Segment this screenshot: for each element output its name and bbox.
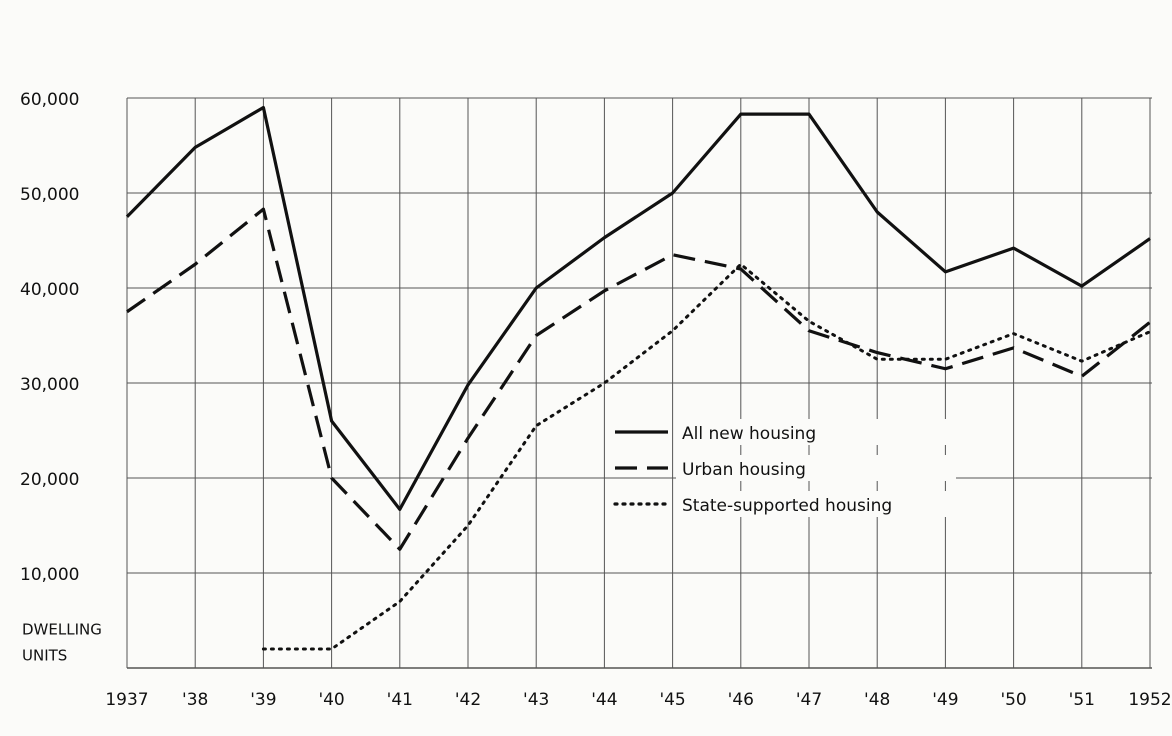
series-line <box>125 105 1151 511</box>
x-tick-label: 1937 <box>105 690 148 710</box>
y-axis-label: UNITS <box>22 647 67 665</box>
y-tick-label: 30,000 <box>20 375 79 395</box>
x-tick-label: '47 <box>796 690 822 710</box>
series-line <box>261 262 1152 651</box>
x-tick-label: '51 <box>1069 690 1095 710</box>
legend-label: State-supported housing <box>682 496 892 516</box>
y-tick-label: 50,000 <box>20 185 79 205</box>
x-tick-label: '42 <box>455 690 481 710</box>
x-tick-label: '39 <box>250 690 276 710</box>
x-tick-label: '38 <box>182 690 208 710</box>
x-tick-label: '45 <box>659 690 685 710</box>
y-tick-label: 10,000 <box>20 565 79 585</box>
x-tick-label: 1952 <box>1128 690 1171 710</box>
legend-bg <box>676 455 956 481</box>
x-tick-label: '41 <box>387 690 413 710</box>
legend-label: Urban housing <box>682 460 806 480</box>
x-tick-label: '44 <box>591 690 617 710</box>
x-tick-label: '50 <box>1000 690 1026 710</box>
x-tick-label: '46 <box>728 690 754 710</box>
legend-bg <box>676 491 956 517</box>
x-tick-label: '40 <box>318 690 344 710</box>
legend-label: All new housing <box>682 424 816 444</box>
y-axis-label: DWELLING <box>22 621 102 639</box>
x-tick-label: '49 <box>932 690 958 710</box>
y-tick-label: 40,000 <box>20 280 79 300</box>
y-tick-label: 60,000 <box>20 90 79 110</box>
series-line <box>126 207 1151 551</box>
x-tick-label: '43 <box>523 690 549 710</box>
y-tick-label: 20,000 <box>20 470 79 490</box>
x-tick-label: '48 <box>864 690 890 710</box>
legend-bg <box>676 419 956 445</box>
